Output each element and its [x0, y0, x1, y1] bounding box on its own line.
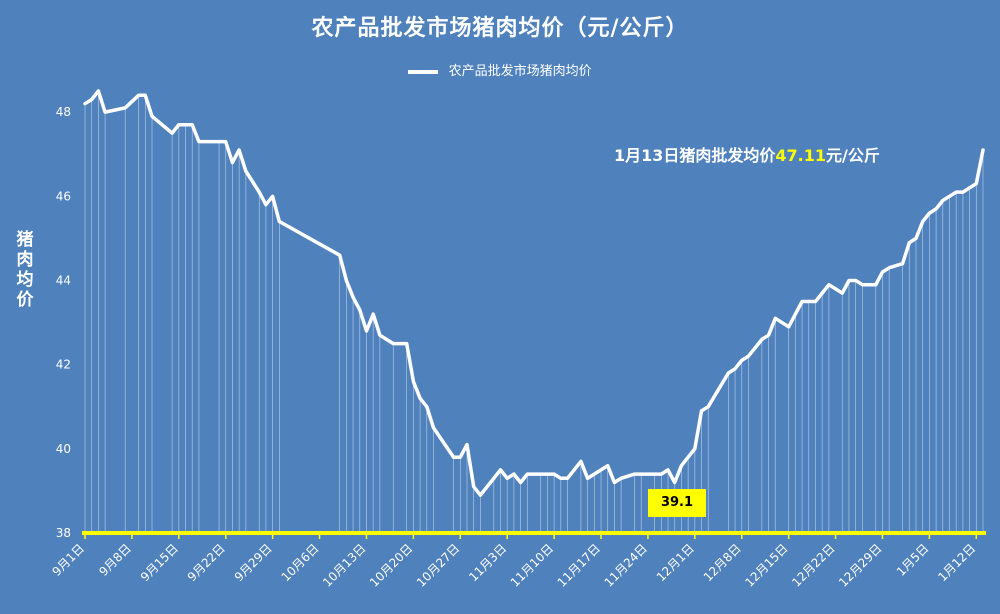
- x-tick-label: 1月12日: [935, 541, 978, 584]
- x-tick-label: 10月6日: [279, 541, 322, 584]
- y-tick-label: 44: [56, 273, 71, 287]
- series-line: [83, 89, 985, 497]
- x-tick-label: 9月22日: [185, 541, 228, 584]
- x-tick-label: 12月15日: [742, 541, 790, 589]
- y-axis-label: 猪肉均价: [16, 230, 34, 310]
- x-tick-label: 11月3日: [466, 541, 509, 584]
- x-tick-label: 12月29日: [836, 541, 884, 589]
- series-group: [83, 89, 985, 497]
- x-tick-label: 11月24日: [602, 541, 650, 589]
- y-tick-label: 46: [56, 189, 71, 203]
- y-axis-ticks: 38 40 42 44 46 48: [56, 105, 71, 540]
- x-tick-label: 9月8日: [96, 541, 134, 579]
- x-tick-label: 9月1日: [49, 541, 87, 579]
- annotation-prefix: 1月13日猪肉批发均价: [614, 146, 776, 165]
- x-tick-label: 10月13日: [320, 541, 368, 589]
- x-tick-label: 12月1日: [654, 541, 697, 584]
- x-tick-label: 11月10日: [508, 541, 556, 589]
- annotation-suffix: 元/公斤: [826, 146, 880, 165]
- y-tick-label: 48: [56, 105, 71, 119]
- x-tick-label: 12月22日: [789, 541, 837, 589]
- x-axis-ticks: 9月1日 9月8日 9月15日 9月22日 9月29日 10月6日10月13日10月20日…: [49, 533, 978, 590]
- legend-label: 农产品批发市场猪肉均价: [448, 64, 592, 79]
- x-tick-label: 11月17日: [555, 541, 603, 589]
- annotation-value: 47.11: [775, 146, 827, 165]
- legend: 农产品批发市场猪肉均价: [0, 60, 1000, 79]
- x-tick-label: 10月20日: [367, 541, 415, 589]
- x-tick-label: 9月29日: [232, 541, 275, 584]
- latest-price-annotation: 1月13日猪肉批发均价47.11元/公斤: [614, 142, 880, 166]
- drop-lines: [84, 91, 984, 533]
- y-tick-label: 38: [56, 526, 71, 540]
- min-value-label: 39.1: [648, 489, 706, 517]
- x-tick-label: 12月8日: [701, 541, 744, 584]
- y-tick-label: 42: [56, 358, 71, 372]
- x-tick-label: 1月5日: [894, 541, 932, 579]
- x-tick-label: 10月27日: [414, 541, 462, 589]
- y-tick-label: 40: [56, 442, 71, 456]
- legend-swatch: [408, 69, 439, 74]
- chart-title: 农产品批发市场猪肉均价（元/公斤）: [311, 15, 689, 41]
- x-tick-label: 9月15日: [138, 541, 181, 584]
